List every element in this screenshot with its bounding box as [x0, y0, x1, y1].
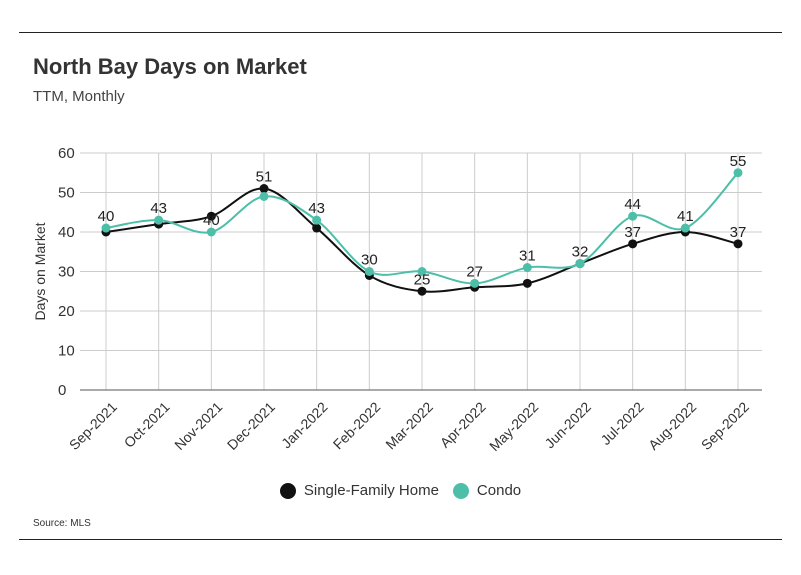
data-point-condo	[733, 168, 743, 178]
data-label-condo: 40	[203, 212, 220, 229]
data-point-condo	[312, 215, 322, 225]
data-label-condo: 32	[572, 244, 589, 261]
y-tick-label: 40	[58, 224, 75, 241]
data-point-sfh	[417, 286, 427, 296]
y-tick-label: 30	[58, 264, 75, 281]
chart-title: North Bay Days on Market	[33, 54, 307, 79]
data-point-sfh	[206, 211, 216, 221]
data-label-sfh: 51	[256, 169, 273, 186]
data-point-condo	[628, 211, 638, 221]
x-tick-label: Nov-2021	[171, 399, 225, 453]
x-tick-label: Jan-2022	[278, 399, 331, 452]
bottom-rule	[19, 539, 782, 540]
y-axis-label: Days on Market	[32, 222, 48, 320]
data-point-condo	[470, 278, 480, 288]
data-label-condo: 55	[730, 153, 747, 170]
legend-item-sfh: Single-Family Home	[279, 482, 439, 499]
data-label-condo: 44	[624, 196, 641, 213]
x-tick-label: Feb-2022	[330, 399, 384, 453]
data-label-condo: 27	[466, 263, 483, 280]
data-point-sfh	[312, 223, 322, 233]
data-point-condo	[417, 267, 427, 276]
x-tick-label: Sep-2022	[698, 399, 752, 453]
data-point-condo	[522, 263, 532, 273]
legend-label-sfh: Single-Family Home	[303, 482, 439, 499]
y-tick-label: 10	[58, 343, 75, 360]
data-point-condo	[101, 223, 111, 233]
legend: Single-Family Home Condo	[0, 482, 801, 499]
data-point-condo	[259, 191, 269, 201]
legend-label-condo: Condo	[476, 482, 522, 499]
y-tick-label: 50	[58, 185, 75, 202]
data-point-condo	[364, 267, 374, 276]
source-note: Source: MLS	[33, 518, 91, 529]
x-tick-label: Oct-2021	[121, 399, 173, 451]
x-tick-label: Aug-2022	[645, 399, 699, 453]
x-tick-label: Apr-2022	[437, 399, 489, 451]
x-tick-label: Sep-2021	[66, 399, 120, 453]
data-label-condo: 43	[308, 200, 325, 217]
data-point-condo	[680, 223, 690, 233]
data-label-sfh: 37	[624, 224, 641, 241]
x-tick-label: May-2022	[486, 399, 541, 454]
data-point-sfh	[259, 184, 269, 194]
data-label-sfh: 25	[414, 271, 431, 288]
data-label-condo: 41	[677, 208, 694, 225]
data-point-sfh	[522, 278, 532, 288]
data-point-condo	[575, 259, 585, 269]
legend-item-condo: Condo	[452, 482, 522, 499]
data-label-condo: 43	[150, 200, 167, 217]
top-rule	[19, 32, 782, 33]
data-label-condo: 40	[98, 208, 115, 225]
chart-subtitle: TTM, Monthly	[33, 88, 125, 105]
y-tick-label: 20	[58, 303, 75, 320]
data-label-sfh: 37	[730, 224, 747, 241]
data-point-condo	[206, 227, 216, 237]
y-tick-label: 0	[58, 382, 66, 399]
x-tick-label: Dec-2021	[224, 399, 278, 453]
y-tick-label: 60	[58, 145, 75, 162]
line-chart: 0 10 20 30 40 50 60 Sep-2021 Oct-2021Nov-2021Dec…	[32, 145, 762, 454]
data-label-condo: 31	[519, 248, 536, 265]
data-point-sfh	[628, 239, 638, 249]
legend-swatch-condo	[452, 482, 469, 499]
x-tick-label: Jun-2022	[541, 399, 594, 452]
legend-swatch-sfh	[279, 482, 296, 499]
data-point-condo	[154, 215, 164, 225]
data-point-sfh	[733, 239, 743, 249]
x-tick-label: Mar-2022	[382, 399, 436, 453]
x-tick-label: Jul-2022	[597, 399, 646, 448]
data-label-condo: 30	[361, 252, 378, 269]
